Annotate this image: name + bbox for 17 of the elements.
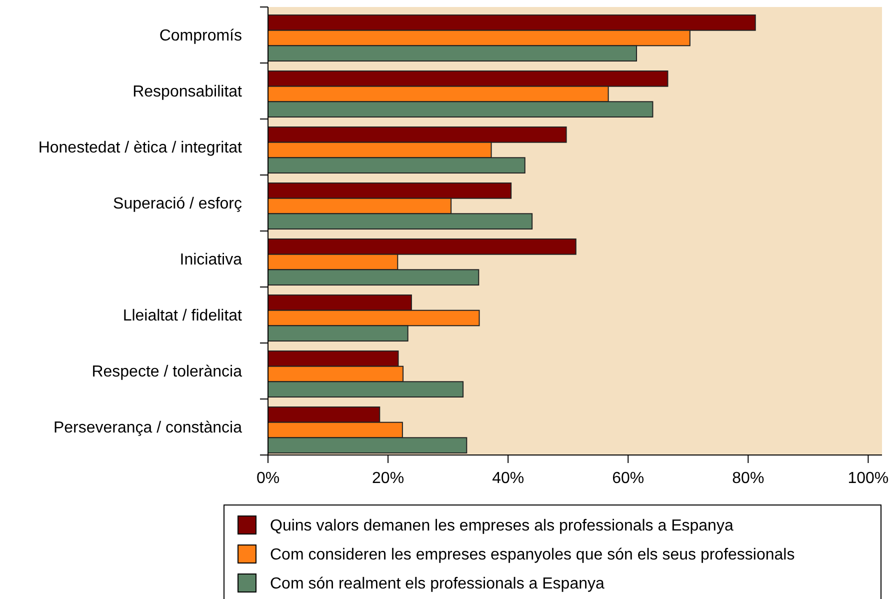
x-tick-label: 0%	[256, 470, 280, 487]
x-tick-label: 20%	[372, 470, 404, 487]
y-tick-label: Lleialtat / fidelitat	[122, 308, 243, 325]
x-tick-label: 40%	[492, 470, 524, 487]
x-tick-label: 60%	[612, 470, 644, 487]
y-tick-label: Compromís	[159, 28, 242, 45]
y-tick-label: Superació / esforç	[113, 196, 242, 213]
y-tick-label: Responsabilitat	[132, 84, 243, 101]
y-tick-label: Iniciativa	[180, 252, 242, 269]
y-tick-label: Respecte / tolerància	[92, 364, 242, 381]
legend-label: Quins valors demanen les empreses als professionals a Espanya	[270, 518, 734, 535]
x-tick-label: 100%	[848, 470, 889, 487]
y-tick-label: Perseverança / constància	[53, 420, 242, 437]
x-tick-label: 80%	[732, 470, 764, 487]
legend-label: Com són realment els professionals a Espanya	[270, 576, 604, 593]
y-tick-label: Honestedat / ètica / integritat	[38, 140, 243, 157]
legend-label: Com consideren les empreses espanyoles que són els seus professionals	[270, 546, 795, 564]
